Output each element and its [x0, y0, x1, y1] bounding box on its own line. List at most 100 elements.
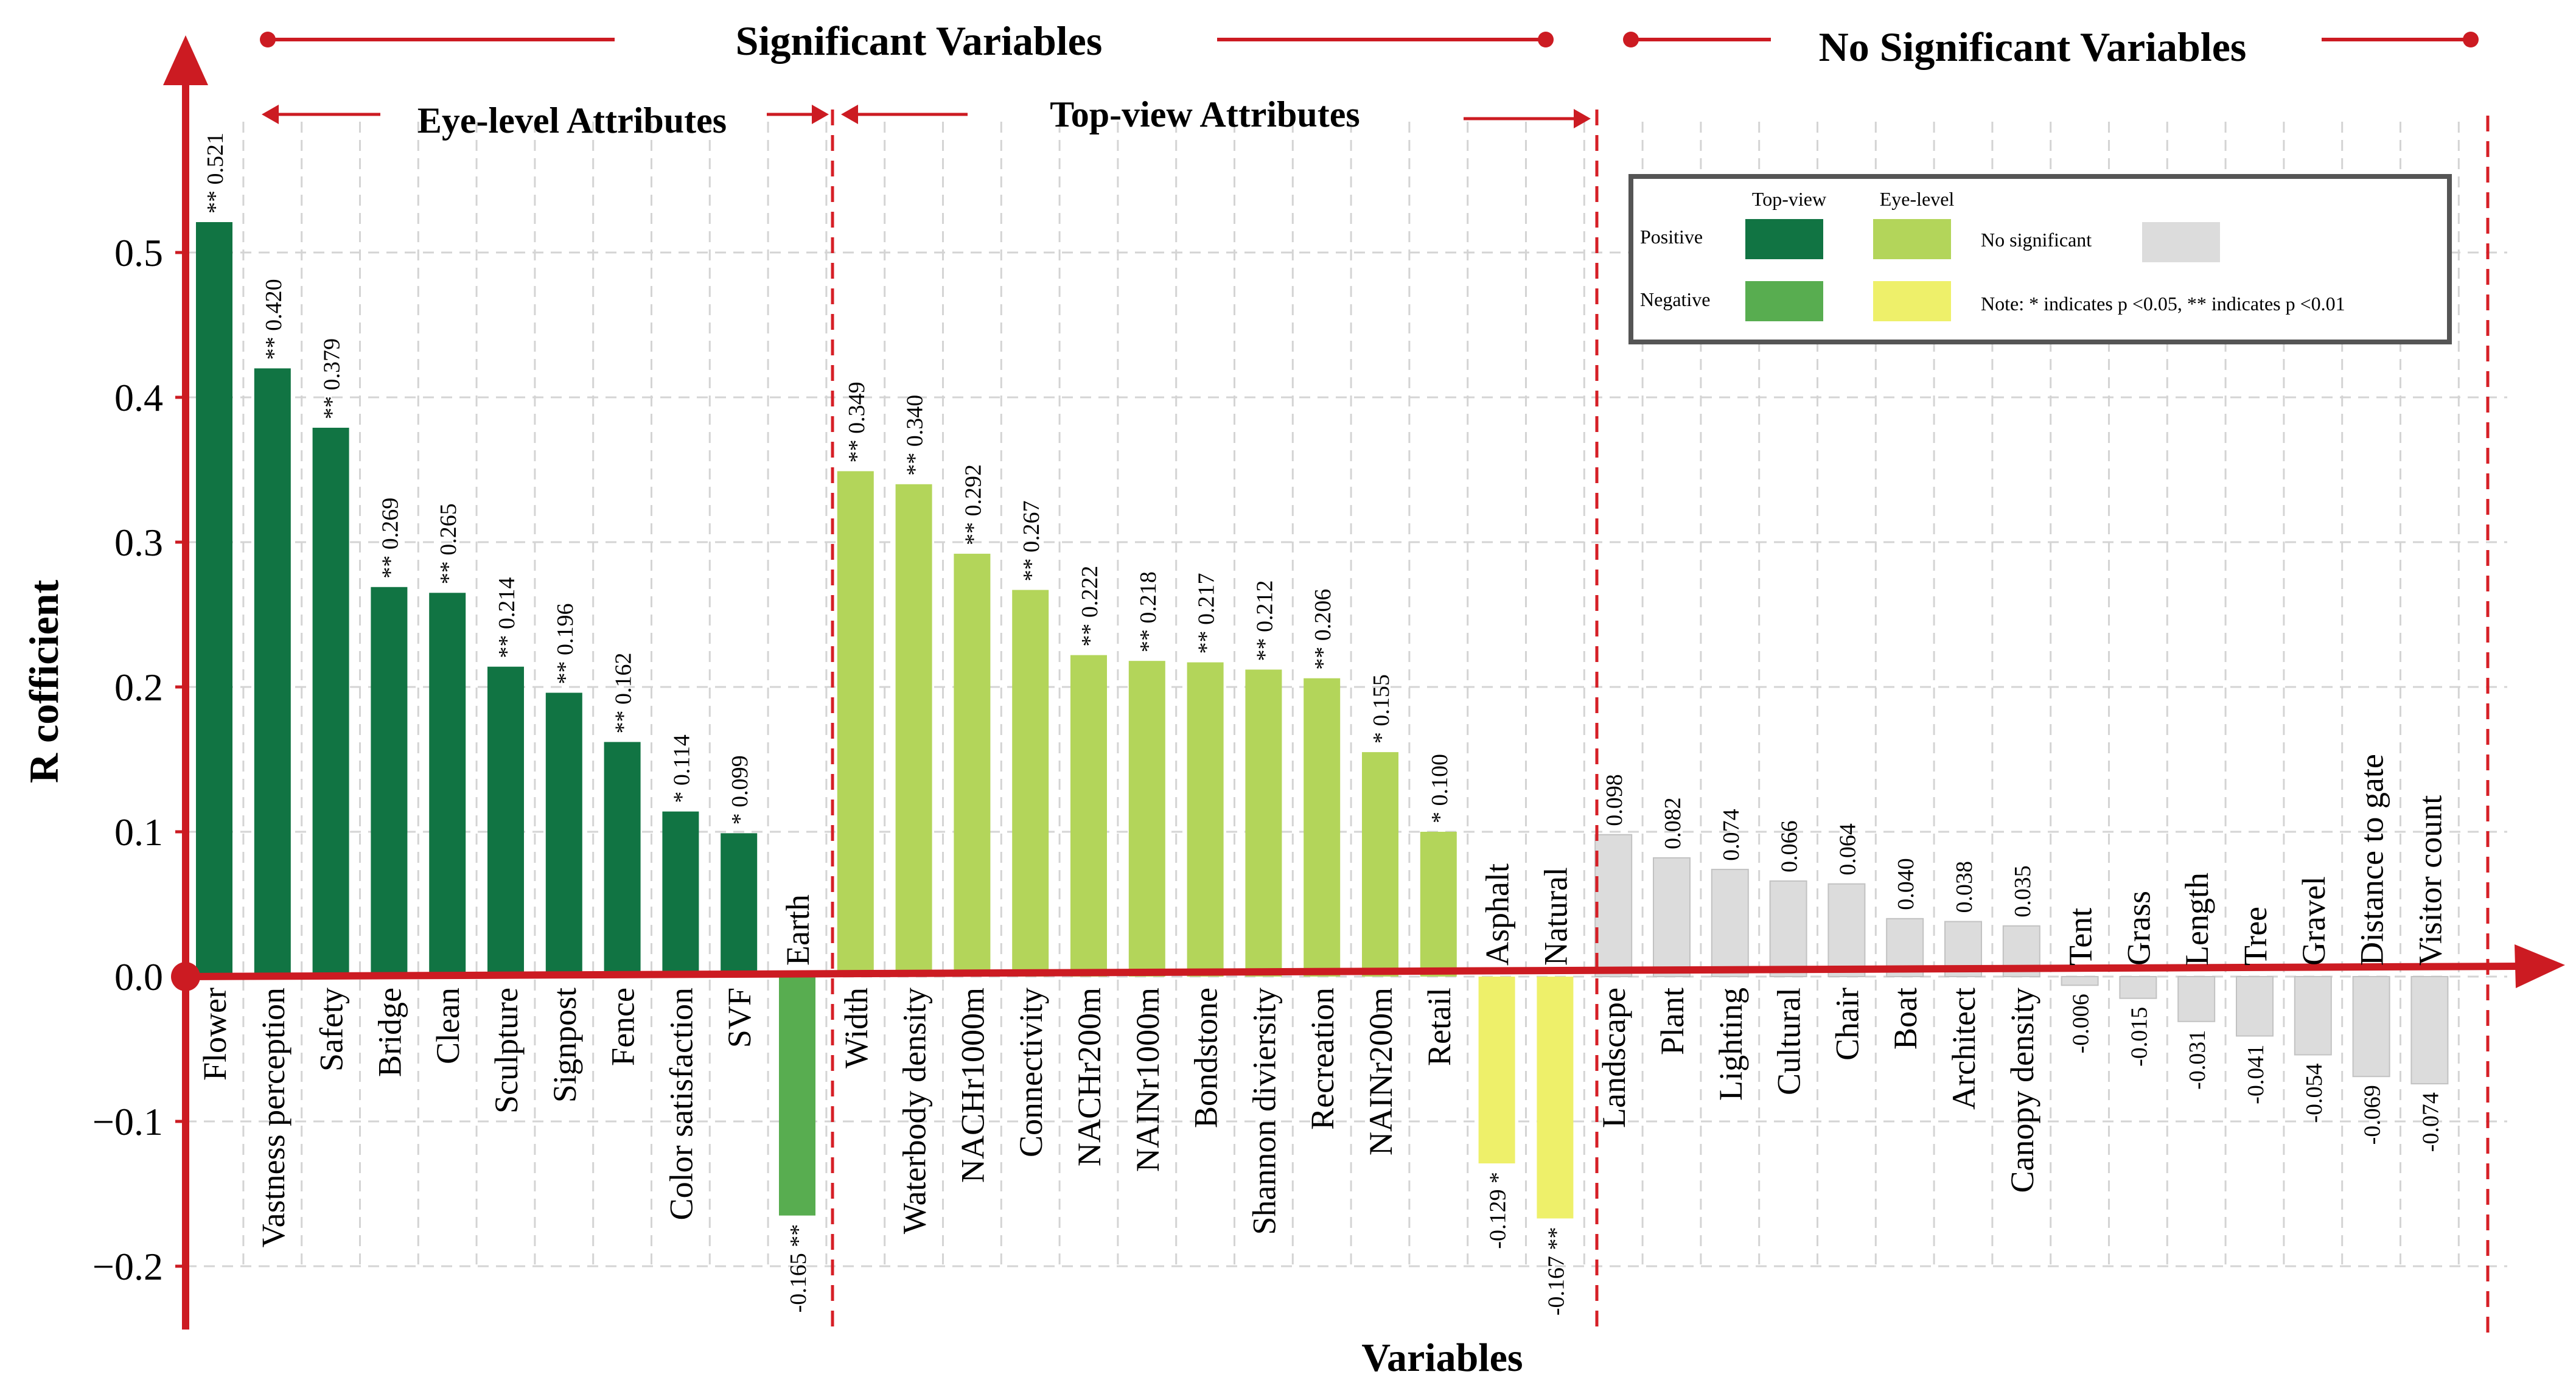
category-label: Sculpture: [488, 988, 525, 1113]
bar-distance-to-gate: [2352, 976, 2390, 1078]
value-label: * 0.100: [1427, 754, 1453, 823]
bar-grass: [2119, 976, 2157, 999]
header-eye-left-arrow: [262, 105, 279, 124]
value-label: ** 0.521: [203, 133, 228, 214]
value-label: ** 0.267: [1019, 501, 1044, 582]
legend-swatch-top-positive: [1745, 219, 1823, 259]
value-label: 0.074: [1719, 809, 1744, 861]
legend-swatch-top-negative: [1745, 281, 1823, 321]
legend-box: Top-view Eye-level Positive Negative No …: [1628, 174, 2452, 344]
category-label: NAINr200m: [1363, 988, 1399, 1155]
category-label: Tree: [2237, 907, 2274, 966]
value-label: ** 0.162: [611, 652, 637, 733]
x-axis-arrowhead: [2515, 944, 2565, 988]
bar-chair: [1827, 883, 1866, 978]
bar-tent: [2061, 976, 2099, 986]
value-label: ** 0.349: [844, 382, 870, 462]
bar-recreation: [1304, 678, 1341, 977]
y-tick-label: 0.4: [114, 376, 163, 419]
category-label: Natural: [1537, 867, 1574, 966]
value-label: ** 0.420: [261, 279, 287, 360]
bar-sculpture: [487, 666, 524, 977]
bar-shannon-diviersity: [1245, 669, 1282, 977]
bar-asphalt: [1478, 977, 1515, 1164]
bar-visitor-count: [2410, 976, 2449, 1085]
bar-plant: [1653, 857, 1691, 977]
category-label: Clean: [430, 988, 466, 1064]
value-label: 0.038: [1952, 861, 1977, 913]
bar-earth: [779, 977, 815, 1216]
category-label: Cultural: [1771, 988, 1807, 1095]
value-label: -0.129 *: [1485, 1172, 1511, 1249]
category-label: Visitor count: [2412, 795, 2448, 966]
value-label: 0.066: [1777, 820, 1803, 873]
header-eye-right-arrow: [812, 105, 829, 124]
bar-nainr200m: [1362, 752, 1398, 977]
bar-vastness-perception: [254, 368, 291, 977]
y-tick-label: −0.2: [92, 1245, 163, 1288]
value-label: -0.074: [2418, 1092, 2443, 1152]
value-label: 0.040: [1893, 858, 1919, 910]
value-label: 0.035: [2010, 865, 2036, 918]
category-label: Signpost: [546, 988, 583, 1103]
value-label: ** 0.206: [1310, 589, 1336, 670]
y-tick-label: 0.0: [114, 955, 163, 998]
value-label: ** 0.214: [494, 577, 520, 658]
category-label: Boat: [1887, 988, 1924, 1050]
bar-nainr1000m: [1128, 661, 1165, 977]
y-tick-labels: 0.5 0.4 0.3 0.2 0.1 0.0 −0.1 −0.2: [92, 231, 186, 1288]
header-sig-left-dot: [260, 32, 276, 47]
bar-nachr1000m: [954, 554, 991, 977]
bar-fence: [604, 742, 641, 977]
category-label: Chair: [1829, 988, 1865, 1061]
category-label: Grass: [2120, 891, 2157, 966]
value-label: * 0.114: [669, 734, 694, 803]
bar-labels-layer: Flower ** 0.521 Vastness perception ** 0.42…: [197, 133, 2448, 1316]
category-label: Width: [838, 988, 874, 1068]
bar-waterbody-density: [895, 484, 932, 977]
y-axis-title: R cofficient: [21, 580, 67, 784]
value-label: -0.167 **: [1543, 1227, 1569, 1316]
value-label: * 0.155: [1369, 674, 1394, 744]
bar-tree: [2236, 976, 2274, 1037]
value-label: ** 0.269: [377, 498, 403, 579]
header-sig-title: Significant Variables: [736, 18, 1103, 64]
bar-nachr200m: [1070, 655, 1107, 977]
category-label: Landscape: [1596, 988, 1632, 1128]
legend-no-significant-label: No significant: [1981, 229, 2092, 251]
category-label: Gravel: [2295, 876, 2332, 966]
legend-note: Note: * indicates p <0.05, ** indicates …: [1981, 293, 2345, 315]
value-label: * 0.099: [727, 755, 753, 824]
bar-color-satisfaction: [662, 811, 699, 977]
bar-retail: [1420, 832, 1457, 977]
category-label: NAINr1000m: [1129, 988, 1166, 1172]
y-tick-label: 0.2: [114, 666, 163, 709]
header-significant: Significant Variables: [260, 18, 1554, 64]
category-label: Plant: [1654, 988, 1691, 1055]
category-label: Shannon diviersity: [1246, 988, 1282, 1235]
bar-lighting: [1711, 868, 1749, 977]
value-label: ** 0.292: [960, 464, 986, 545]
category-label: Retail: [1421, 988, 1457, 1066]
category-label: Length: [2179, 873, 2215, 966]
grid-lines: [184, 122, 2507, 1267]
value-label: ** 0.265: [436, 503, 461, 584]
value-label: ** 0.218: [1136, 571, 1161, 652]
value-label: -0.006: [2068, 994, 2094, 1053]
value-label: -0.015: [2126, 1007, 2152, 1067]
category-label: Asphalt: [1479, 863, 1516, 966]
value-label: -0.041: [2243, 1045, 2269, 1104]
bar-natural: [1537, 977, 1574, 1219]
value-label: 0.082: [1660, 797, 1686, 849]
bar-clean: [429, 593, 466, 977]
value-label: 0.098: [1602, 774, 1627, 826]
bar-gravel: [2294, 976, 2332, 1056]
legend-swatch-eye-negative: [1873, 281, 1951, 321]
bar-connectivity: [1012, 590, 1049, 977]
category-label: Recreation: [1304, 988, 1341, 1130]
bar-flower: [196, 222, 232, 977]
x-axis-line: [185, 963, 2520, 980]
category-label: Color satisfaction: [663, 988, 699, 1220]
bar-width: [837, 471, 874, 977]
